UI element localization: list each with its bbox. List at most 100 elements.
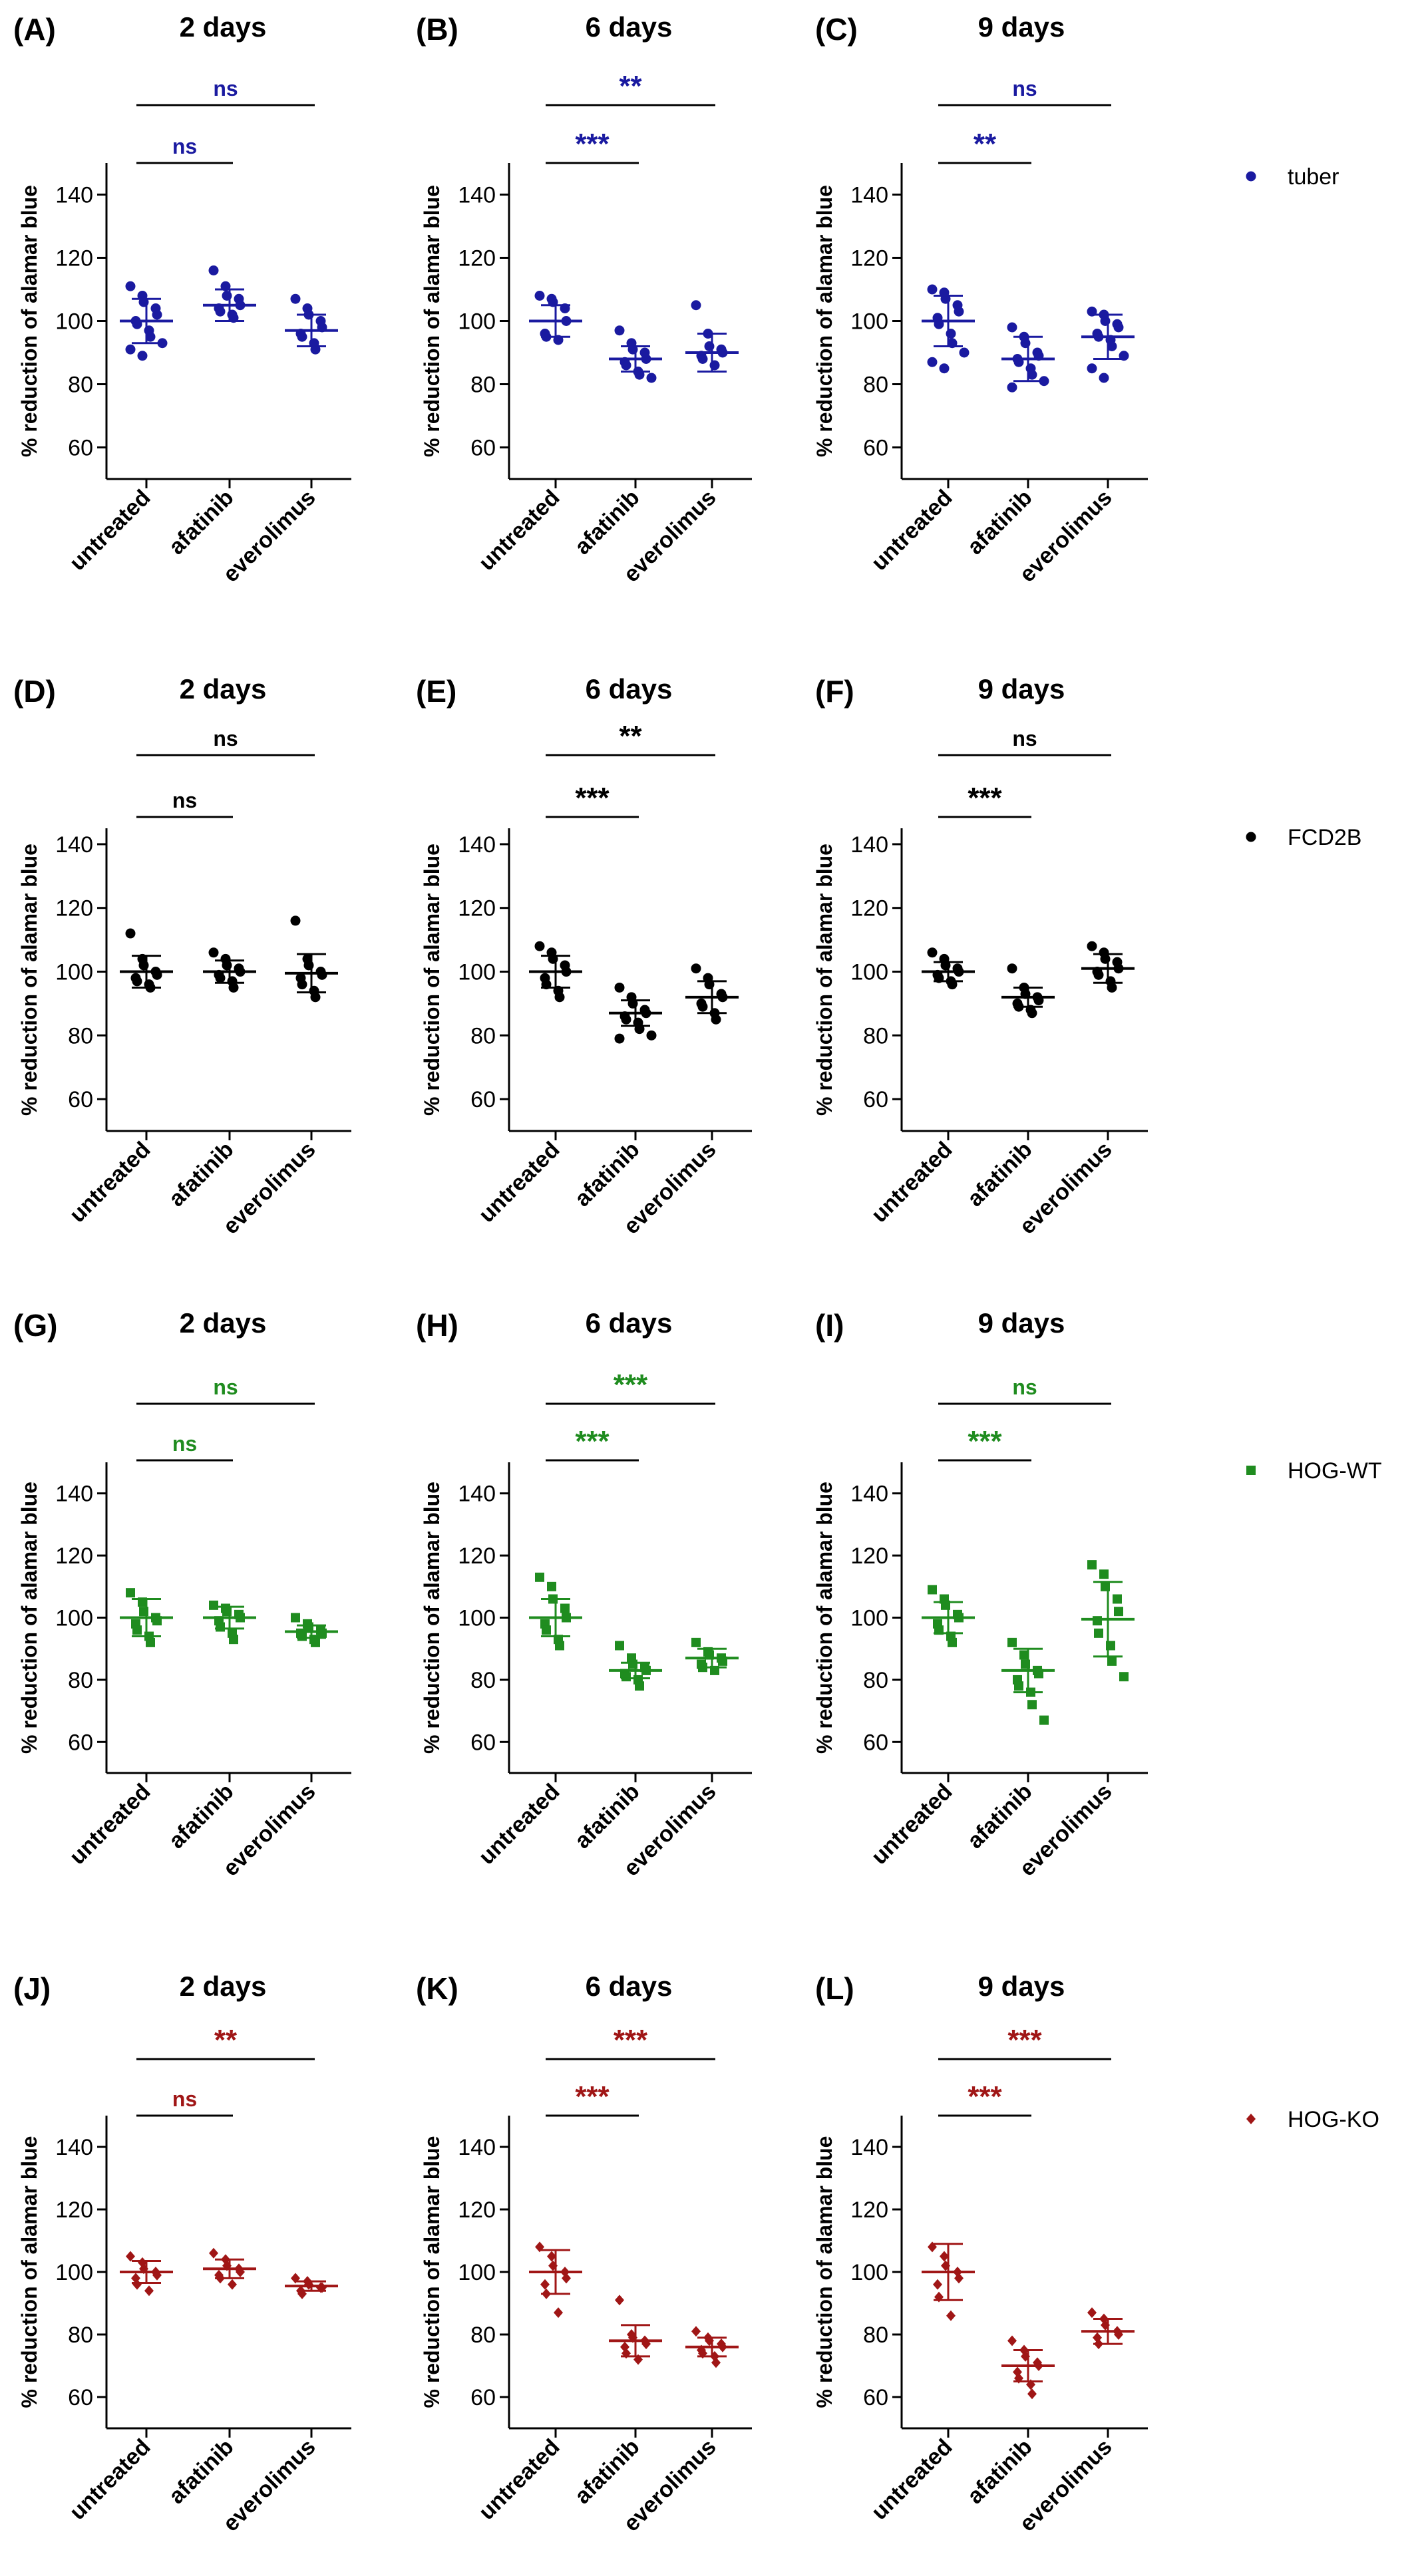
panel-l-y-tick-label: 60 bbox=[863, 2385, 888, 2410]
panel-g-sig-label: ns bbox=[213, 1375, 238, 1399]
panel-k-x-tick-label: afatinib bbox=[570, 2434, 644, 2509]
panel-f-point bbox=[1093, 969, 1104, 980]
panel-f-x-tick-label: afatinib bbox=[962, 1137, 1037, 1211]
panel-k-point bbox=[540, 2279, 550, 2290]
panel-i-point bbox=[1099, 1569, 1109, 1579]
panel-g-point bbox=[216, 1622, 225, 1632]
panel-i-y-tick-label: 140 bbox=[850, 1482, 888, 1507]
panel-j-letter: (J) bbox=[13, 1971, 51, 2006]
panel-l-title: 9 days bbox=[978, 1971, 1065, 2002]
panel-a-point bbox=[125, 281, 136, 291]
panel-l-y-tick-label: 80 bbox=[863, 2323, 888, 2348]
panel-d-point bbox=[290, 915, 301, 926]
panel-i-point bbox=[1094, 1628, 1103, 1638]
panel-h-y-tick-label: 140 bbox=[458, 1482, 496, 1507]
panel-k-point bbox=[554, 2307, 563, 2319]
panel-h-point bbox=[615, 1641, 624, 1651]
panel-k-y-tick-label: 140 bbox=[458, 2135, 496, 2160]
panel-j-sig-label: ns bbox=[172, 2087, 197, 2111]
panel-b-sig-label: ** bbox=[619, 70, 642, 102]
panel-g-point bbox=[126, 1588, 135, 1598]
panel-k-sig-label: *** bbox=[614, 2024, 648, 2056]
panel-g-point bbox=[146, 1637, 155, 1647]
panel-h-sig-label: *** bbox=[575, 1425, 610, 1458]
panel-d-y-tick-label: 100 bbox=[55, 960, 93, 985]
panel-e-y-tick-label: 120 bbox=[458, 896, 496, 921]
panel-h-point bbox=[560, 1603, 570, 1613]
panel-a-y-tick-label: 140 bbox=[55, 183, 93, 208]
panel-d-y-tick-label: 80 bbox=[68, 1023, 93, 1048]
panel-g-letter: (G) bbox=[13, 1308, 57, 1343]
panel-h-x-tick-label: untreated bbox=[474, 1779, 564, 1869]
panel-d-x-tick-label: untreated bbox=[65, 1137, 155, 1227]
panel-h-y-tick-label: 60 bbox=[470, 1730, 496, 1755]
panel-e-y-tick-label: 100 bbox=[458, 960, 496, 985]
panel-e-point bbox=[621, 1014, 631, 1025]
panel-e-point bbox=[534, 941, 545, 951]
panel-b-letter: (B) bbox=[416, 12, 458, 47]
panel-j-x-tick-label: afatinib bbox=[164, 2434, 238, 2509]
panel-a-x-tick-label: afatinib bbox=[164, 485, 238, 560]
panel-c-x-tick-label: untreated bbox=[866, 485, 957, 575]
panel-f-point bbox=[1007, 963, 1017, 974]
panel-g-y-tick-label: 100 bbox=[55, 1606, 93, 1631]
panel-j-point bbox=[144, 2285, 154, 2297]
panel-f-point bbox=[1107, 982, 1117, 993]
panel-l-y-axis-label: % reduction of alamar blue bbox=[812, 2136, 836, 2408]
panel-j-title: 2 days bbox=[180, 1971, 267, 2002]
panel-e-point bbox=[711, 1014, 721, 1025]
panel-i-sig-label: *** bbox=[968, 1425, 1002, 1458]
panel-e-point bbox=[614, 1033, 625, 1044]
panel-b-y-tick-label: 100 bbox=[458, 309, 496, 335]
legend-marker bbox=[1246, 171, 1256, 182]
panel-h-point bbox=[555, 1641, 564, 1651]
panel-c-point bbox=[1007, 382, 1017, 393]
panel-l-point bbox=[1007, 2335, 1017, 2346]
legend-label: HOG-WT bbox=[1288, 1458, 1382, 1484]
panel-e-x-tick-label: afatinib bbox=[570, 1137, 644, 1211]
panel-g-y-tick-label: 120 bbox=[55, 1543, 93, 1569]
panel-g-y-tick-label: 80 bbox=[68, 1668, 93, 1693]
panel-g-point bbox=[291, 1613, 300, 1623]
panel-i-point bbox=[1007, 1637, 1017, 1647]
panel-b-point bbox=[691, 300, 701, 311]
panel-d-point bbox=[132, 976, 142, 987]
panel-f-y-tick-label: 120 bbox=[850, 896, 888, 921]
panel-h-letter: (H) bbox=[416, 1308, 458, 1343]
panel-b-x-tick-label: afatinib bbox=[570, 485, 644, 560]
panel-e-y-tick-label: 140 bbox=[458, 832, 496, 858]
panel-f-x-tick-label: untreated bbox=[866, 1137, 957, 1227]
panel-g-point bbox=[311, 1637, 320, 1647]
legend-label: FCD2B bbox=[1288, 825, 1361, 850]
panel-g-point bbox=[209, 1600, 218, 1610]
panel-k-y-tick-label: 120 bbox=[458, 2197, 496, 2223]
panel-c-x-tick-label: afatinib bbox=[962, 485, 1037, 560]
panel-i-point bbox=[1113, 1594, 1122, 1604]
panel-a-point bbox=[290, 293, 301, 304]
panel-k-point bbox=[615, 2295, 624, 2306]
panel-c-point bbox=[1039, 376, 1049, 387]
panel-j-y-tick-label: 80 bbox=[68, 2323, 93, 2348]
panel-e-point bbox=[614, 982, 625, 993]
panel-e-y-tick-label: 80 bbox=[470, 1023, 496, 1048]
panel-a-point bbox=[145, 331, 156, 342]
panel-k-y-axis-label: % reduction of alamar blue bbox=[420, 2136, 444, 2408]
panel-c-point bbox=[1099, 373, 1109, 383]
panel-b-title: 6 days bbox=[586, 11, 673, 43]
panel-i-x-tick-label: afatinib bbox=[962, 1779, 1037, 1853]
panel-g-point bbox=[132, 1625, 142, 1635]
panel-l-x-tick-label: untreated bbox=[866, 2434, 957, 2525]
panel-k-y-tick-label: 60 bbox=[470, 2385, 496, 2410]
panel-d-y-axis-label: % reduction of alamar blue bbox=[17, 844, 41, 1116]
panel-a-point bbox=[137, 351, 148, 361]
panel-l-sig-label: *** bbox=[1007, 2024, 1042, 2056]
panel-b-sig-label: *** bbox=[575, 128, 610, 160]
panel-k-x-tick-label: untreated bbox=[474, 2434, 564, 2525]
panel-l-point bbox=[946, 2310, 956, 2321]
panel-i-point bbox=[1039, 1715, 1049, 1725]
panel-c-y-tick-label: 80 bbox=[863, 373, 888, 398]
panel-g-title: 2 days bbox=[180, 1307, 267, 1339]
